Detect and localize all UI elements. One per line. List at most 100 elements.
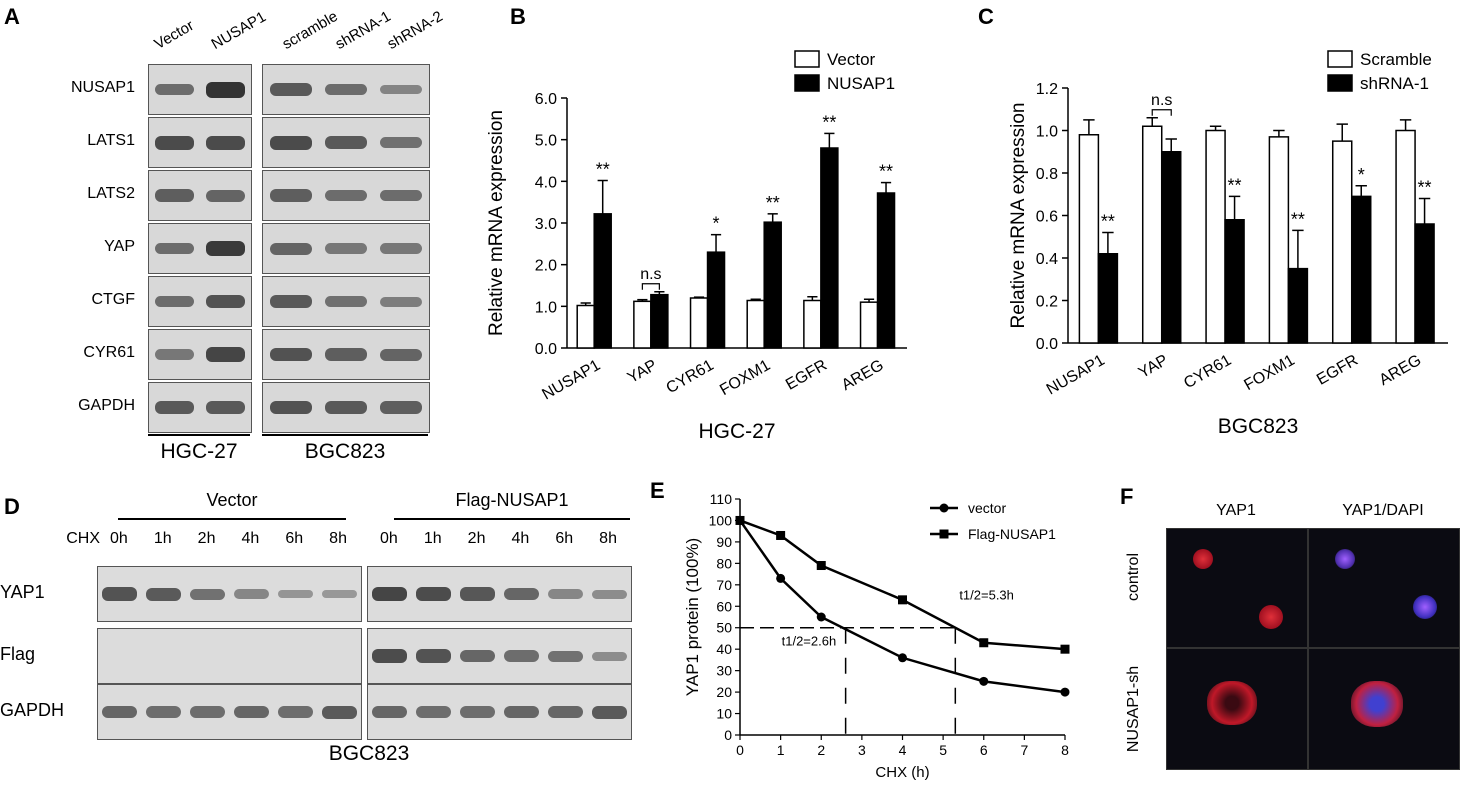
x-tick-label: 7	[1020, 742, 1028, 758]
row-label: LATS2	[87, 185, 135, 202]
cell-merged	[1413, 595, 1437, 619]
blot-box	[262, 170, 430, 221]
x-axis-label: BGC823	[1218, 415, 1299, 438]
x-tick-label: YAP	[625, 357, 660, 387]
x-tick-label: AREG	[839, 357, 887, 394]
bar	[763, 221, 782, 349]
y-tick-label: 1.2	[1036, 81, 1058, 98]
blot-box	[262, 64, 430, 115]
legend-label: vector	[968, 500, 1006, 516]
blot-band	[380, 84, 423, 95]
y-tick-label: 70	[716, 577, 732, 593]
blot-band	[416, 587, 452, 601]
row-label-control: control	[1125, 552, 1142, 602]
significance-label: *	[1358, 165, 1365, 185]
panel-label-f: F	[1120, 484, 1134, 509]
x-tick-label: AREG	[1377, 352, 1425, 389]
blot-band	[269, 295, 312, 308]
blot-band	[460, 587, 496, 601]
bar	[803, 299, 822, 349]
row-label: Flag	[0, 644, 36, 664]
row-label: CTGF	[91, 291, 135, 308]
bar	[593, 213, 612, 349]
legend-label: Flag-NUSAP1	[968, 526, 1056, 542]
blot-band	[380, 189, 423, 202]
significance-label: **	[596, 160, 610, 180]
bar	[1097, 253, 1119, 344]
blot-band	[503, 588, 539, 600]
blot-band	[416, 706, 452, 718]
blot-band	[324, 243, 368, 254]
row-label-nusap1-sh: NUSAP1-sh	[1125, 665, 1142, 753]
blot-band	[155, 349, 194, 360]
bar	[820, 147, 839, 349]
time-label: 1h	[423, 530, 442, 547]
x-tick-label: 2	[817, 742, 825, 758]
y-tick-label: 6.0	[535, 91, 557, 108]
blot-box	[97, 628, 362, 684]
bar	[1268, 136, 1290, 344]
data-point	[898, 653, 907, 663]
y-axis-label: Relative mRNA expression	[1008, 103, 1029, 329]
bar	[576, 304, 595, 349]
blot-box	[148, 329, 252, 380]
group-label-bgc823: BGC823	[304, 440, 386, 463]
panel-a-western-blot: Vector NUSAP1 scramble shRNA-1 shRNA-2 N…	[0, 0, 446, 490]
blot-band	[155, 135, 194, 150]
x-tick-label: 4	[899, 742, 907, 758]
row-label: YAP1	[0, 582, 45, 602]
bar	[1160, 151, 1182, 344]
blot-band	[102, 587, 138, 601]
y-tick-label: 0	[724, 727, 732, 743]
blot-box	[148, 223, 252, 274]
y-tick-label: 110	[710, 491, 733, 507]
y-tick-label: 90	[716, 534, 732, 550]
x-tick-label: YAP	[1136, 352, 1171, 382]
panel-c-bar-chart: 0.0 0.2 0.4 0.6 0.8 1.0 1.2 ** NUSAP1 n.s YAP ** CYR…	[1008, 50, 1448, 438]
bar	[876, 192, 896, 349]
blot-band	[372, 649, 408, 663]
bar	[1078, 134, 1100, 344]
row-label: GAPDH	[78, 397, 135, 414]
blot-band	[380, 137, 423, 148]
row-label: CYR61	[83, 344, 135, 361]
blot-band	[460, 650, 496, 662]
half-life-annotation: t1/2=2.6h	[782, 634, 837, 649]
x-tick-label: 1	[777, 742, 785, 758]
blot-band	[269, 242, 312, 255]
blot-band	[269, 189, 312, 202]
cell-line-label-d: BGC823	[328, 742, 410, 765]
y-tick-label: 1.0	[535, 299, 557, 316]
blot-band	[324, 401, 368, 414]
blot-band	[503, 650, 539, 662]
y-tick-label: 0.0	[1036, 336, 1058, 353]
blot-band	[269, 400, 312, 415]
bar	[1414, 223, 1435, 344]
significance-label: n.s	[640, 266, 661, 283]
x-tick-label: EGFR	[1314, 352, 1361, 389]
chx-label: CHX	[66, 530, 100, 547]
significance-label: **	[1418, 178, 1432, 198]
time-label: 2h	[197, 530, 216, 547]
y-tick-label: 80	[716, 555, 732, 571]
half-life-annotation: t1/2=5.3h	[959, 588, 1014, 603]
panel-e-line-chart: 0 10 20 30 40 50 60 70 80 90 100 110 0 1 2 3 4 5 6 7 8 t1/2=2…	[683, 491, 1070, 781]
x-tick-label: 5	[939, 742, 947, 758]
blot-band	[591, 589, 627, 599]
blot-band	[206, 401, 245, 414]
cell-merged	[1335, 549, 1355, 569]
data-point	[979, 638, 989, 648]
panel-d-western-blot: Vector Flag-NUSAP1 CHX 0h 1h 2h 4h 6h 8h 0h 1h 2…	[0, 490, 640, 786]
bar	[1205, 129, 1226, 344]
bar	[706, 251, 726, 349]
blot-box	[367, 684, 632, 740]
blot-band	[324, 189, 368, 202]
lane-label-nusap1: NUSAP1	[208, 8, 269, 53]
blot-band	[372, 586, 408, 602]
lane-label-shrna-1: shRNA-1	[332, 7, 394, 53]
row-label: GAPDH	[0, 700, 65, 720]
group-line-hgc27	[148, 434, 250, 436]
x-axis-label: CHX (h)	[875, 764, 929, 781]
y-tick-label: 100	[709, 512, 733, 528]
group-label-flag-nusap1: Flag-NUSAP1	[455, 490, 569, 510]
